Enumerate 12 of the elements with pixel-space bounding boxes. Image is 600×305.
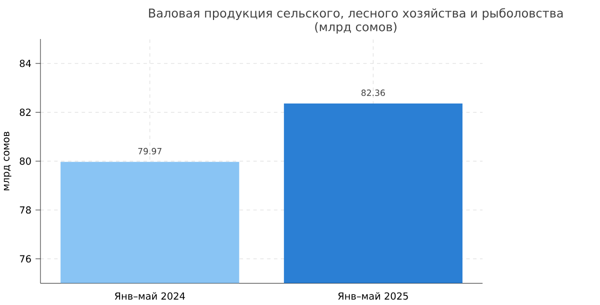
chart-title: Валовая продукция сельского, лесного хозяйства и рыболовства	[149, 8, 563, 20]
y-tick-label: 84	[20, 60, 31, 67]
chart-subtitle: (млрд сомов)	[315, 22, 396, 34]
x-tick-label: Янв–май 2024	[114, 292, 185, 300]
data-label: 79.97	[138, 148, 162, 154]
x-tick-label: Янв–май 2025	[338, 292, 408, 300]
y-axis-title: млрд сомов	[4, 132, 12, 190]
y-tick-label: 76	[20, 255, 31, 262]
y-tick-label: 80	[20, 157, 31, 165]
data-label: 82.36	[361, 89, 385, 96]
y-tick-label: 78	[20, 206, 31, 214]
y-tick-label: 82	[20, 108, 31, 116]
